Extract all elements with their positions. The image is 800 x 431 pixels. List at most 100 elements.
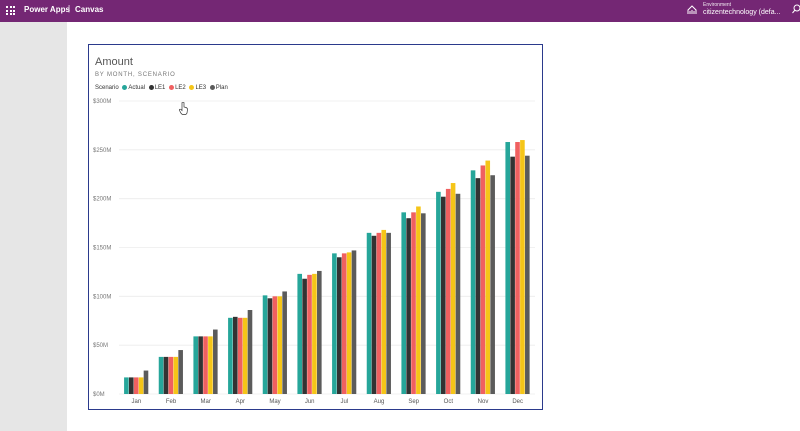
bar-actual-dec[interactable]: [505, 142, 511, 394]
bar-le3-sep[interactable]: [416, 206, 421, 394]
legend-item-le3[interactable]: LE3: [189, 85, 206, 91]
bar-plan-jun[interactable]: [317, 270, 322, 394]
bar-le2-apr[interactable]: [237, 317, 243, 394]
legend-label-le3: LE3: [195, 85, 207, 91]
legend-item-le1[interactable]: LE1: [148, 85, 166, 91]
bar-le3-may[interactable]: [277, 296, 283, 394]
app-name[interactable]: Power Apps: [24, 5, 70, 14]
bar-le2-jun[interactable]: [307, 274, 312, 394]
bar-le1-nov[interactable]: [475, 178, 481, 394]
environment-name[interactable]: citizentechnology (defa...: [703, 9, 781, 16]
bar-le1-jun[interactable]: [302, 278, 307, 394]
bar-le3-jan[interactable]: [138, 377, 144, 394]
bar-le1-may[interactable]: [267, 298, 273, 394]
environment-icon[interactable]: [687, 5, 697, 15]
bar-actual-aug[interactable]: [366, 232, 372, 394]
legend-item-plan[interactable]: Plan: [209, 85, 228, 91]
bar-le1-aug[interactable]: [371, 235, 377, 394]
bar-le3-dec[interactable]: [520, 140, 525, 394]
bar-le3-apr[interactable]: [242, 317, 248, 394]
chart-card[interactable]: $0M $50M $100M $150M $200M $250M $300M Jan Feb Ma…: [88, 44, 543, 410]
bar-actual-nov[interactable]: [470, 170, 476, 394]
bar-plan-oct[interactable]: [455, 193, 461, 394]
bar-le1-apr[interactable]: [232, 316, 238, 394]
x-tick-label: Jun: [305, 399, 315, 405]
waffle-icon[interactable]: [6, 6, 15, 15]
bar-le3-oct[interactable]: [450, 183, 456, 394]
bar-le2-jul[interactable]: [341, 253, 347, 394]
bar-plan-jan[interactable]: [143, 370, 149, 394]
bar-actual-apr[interactable]: [228, 317, 233, 394]
bar-plan-aug[interactable]: [386, 232, 391, 394]
x-tick-label: Sep: [408, 399, 419, 405]
bar-le2-may[interactable]: [272, 296, 278, 394]
bar-le1-feb[interactable]: [163, 356, 169, 394]
bar-plan-feb[interactable]: [178, 350, 183, 394]
bar-chart: $0M $50M $100M $150M $200M $250M $300M Jan Feb Ma…: [93, 99, 535, 405]
pointer-hand-icon: [179, 102, 188, 115]
y-tick-label: $0M: [93, 392, 105, 398]
y-tick-label: $100M: [93, 294, 111, 300]
bar-actual-jan[interactable]: [124, 377, 129, 394]
bar-le3-jul[interactable]: [346, 252, 352, 394]
bar-actual-oct[interactable]: [436, 191, 441, 394]
legend-item-le2[interactable]: LE2: [169, 85, 186, 91]
legend-dot-le2: [169, 85, 175, 90]
legend-label-plan: Plan: [215, 85, 228, 91]
legend-dot-le3: [189, 85, 195, 90]
bar-le3-jun[interactable]: [312, 273, 317, 394]
bar-le1-jul[interactable]: [336, 257, 342, 394]
header-separator: |: [68, 4, 71, 13]
legend-label-actual: Actual: [128, 85, 146, 91]
bar-plan-sep[interactable]: [421, 213, 426, 394]
y-tick-label: $250M: [93, 148, 111, 154]
search-icon[interactable]: [792, 4, 800, 14]
bar-le2-jan[interactable]: [133, 377, 139, 394]
bar-le2-nov[interactable]: [480, 165, 486, 394]
legend-item-actual[interactable]: Actual: [122, 85, 145, 91]
bar-le1-sep[interactable]: [406, 218, 411, 394]
bar-le2-feb[interactable]: [168, 356, 174, 394]
bar-plan-apr[interactable]: [247, 310, 253, 394]
bar-le2-mar[interactable]: [203, 336, 208, 394]
bar-actual-feb[interactable]: [158, 356, 164, 394]
bar-plan-dec[interactable]: [525, 155, 530, 394]
x-tick-label: May: [269, 399, 280, 405]
legend-label-le2: LE2: [175, 85, 186, 91]
bar-actual-may[interactable]: [262, 295, 268, 394]
bar-le2-aug[interactable]: [376, 232, 382, 394]
bar-le3-feb[interactable]: [173, 356, 179, 394]
y-tick-label: $300M: [93, 99, 111, 105]
bar-le3-nov[interactable]: [485, 160, 491, 394]
bar-le2-sep[interactable]: [411, 212, 416, 394]
bar-plan-nov[interactable]: [490, 175, 495, 394]
bar-le2-oct[interactable]: [445, 188, 451, 394]
x-tick-label: Dec: [512, 399, 523, 405]
legend-dot-plan: [209, 85, 215, 90]
bar-le2-dec[interactable]: [515, 142, 520, 394]
bar-actual-mar[interactable]: [193, 336, 199, 394]
bar-le1-jan[interactable]: [128, 377, 134, 394]
legend-title: Scenario: [95, 85, 119, 91]
app-mode: Canvas: [75, 5, 104, 14]
bar-le1-dec[interactable]: [510, 156, 515, 394]
bar-actual-jun[interactable]: [297, 273, 303, 394]
left-rail: [0, 22, 67, 431]
legend: Scenario Actual LE1 LE2 LE3 Plan: [95, 85, 230, 91]
bar-le1-oct[interactable]: [440, 196, 446, 394]
chart-subtitle: BY MONTH, SCENARIO: [95, 72, 176, 78]
bar-plan-jul[interactable]: [351, 250, 357, 394]
legend-label-le1: LE1: [154, 85, 166, 91]
bar-actual-sep[interactable]: [401, 212, 407, 394]
bar-plan-mar[interactable]: [213, 329, 218, 394]
bar-actual-jul[interactable]: [332, 253, 337, 394]
x-tick-label: Jul: [340, 399, 348, 405]
bar-plan-may[interactable]: [282, 291, 287, 394]
y-tick-label: $150M: [93, 246, 111, 252]
legend-dot-le1: [148, 85, 154, 90]
bar-le3-aug[interactable]: [381, 229, 387, 394]
bar-le1-mar[interactable]: [198, 336, 203, 394]
x-tick-label: Mar: [200, 399, 210, 405]
legend-dot-actual: [122, 85, 128, 90]
bar-le3-mar[interactable]: [208, 336, 213, 394]
